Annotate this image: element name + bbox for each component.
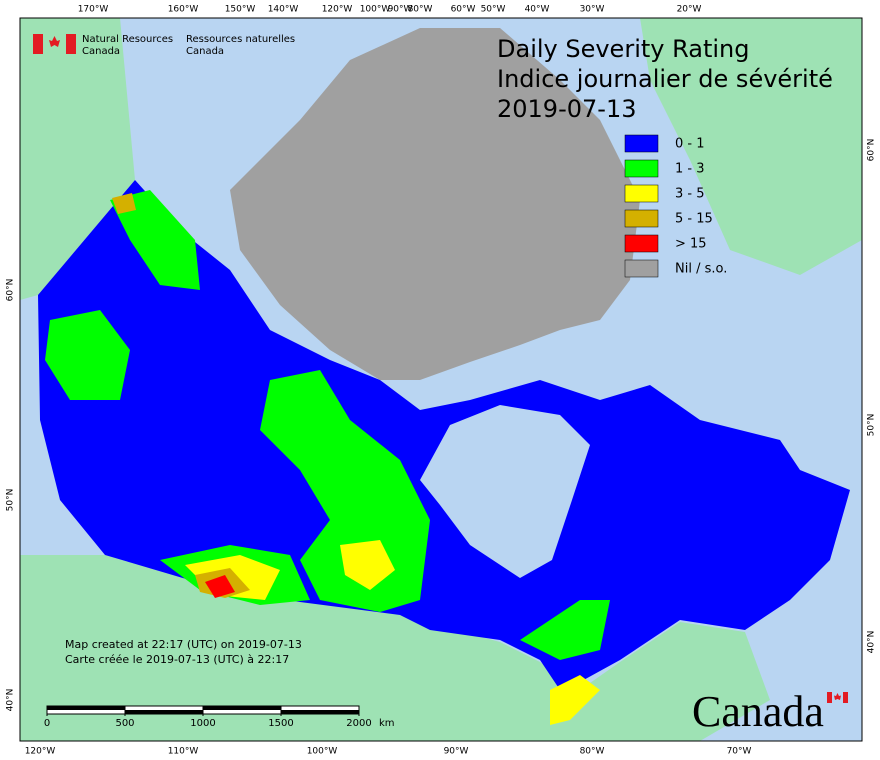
legend-label: 5 - 15	[675, 212, 713, 227]
longitude-label: 30°W	[580, 5, 605, 15]
fire-zone	[45, 310, 130, 400]
latitude-label: 40°N	[6, 689, 16, 712]
agency-fr: Ressources naturelles	[186, 34, 295, 45]
scale-label: 2000	[346, 718, 371, 729]
legend-swatch	[624, 234, 659, 253]
scale-segment	[281, 710, 359, 714]
latitude-label: 50°N	[867, 414, 877, 437]
map-date: 2019-07-13	[497, 95, 636, 123]
legend-label: Nil / s.o.	[675, 262, 727, 277]
longitude-label: 100°W	[360, 5, 391, 15]
legend-label: 3 - 5	[675, 187, 705, 202]
latitude-label: 50°N	[6, 489, 16, 512]
fire-zone	[340, 540, 395, 590]
agency-en: Canada	[82, 46, 120, 57]
longitude-label: 120°W	[322, 5, 353, 15]
fire-zone	[550, 675, 600, 725]
legend-label: > 15	[675, 237, 707, 252]
agency-en: Natural Resources	[82, 34, 173, 45]
map-frame	[19, 17, 863, 742]
scale-label: 1000	[190, 718, 215, 729]
legend-swatch	[624, 184, 659, 203]
legend-label: 0 - 1	[675, 137, 705, 152]
longitude-label: 100°W	[307, 747, 338, 757]
credit-en: Map created at 22:17 (UTC) on 2019-07-13	[65, 638, 302, 651]
legend-swatch	[624, 259, 659, 278]
flag-bar	[33, 34, 43, 54]
longitude-label: 50°W	[481, 5, 506, 15]
legend-swatch	[624, 209, 659, 228]
credit-fr: Carte créée le 2019-07-13 (UTC) à 22:17	[65, 653, 289, 666]
scale-segment	[125, 710, 203, 714]
agency-fr: Canada	[186, 46, 224, 57]
longitude-label: 80°W	[408, 5, 433, 15]
title-fr: Indice journalier de sévérité	[497, 65, 833, 93]
wordmark: Canada	[692, 687, 824, 736]
scale-label: 500	[115, 718, 134, 729]
scale-bar: 0 500 1000 1500 2000 km	[44, 705, 395, 729]
scale-segment	[203, 706, 281, 710]
greenland	[640, 18, 862, 275]
longitude-label: 160°W	[168, 5, 199, 15]
longitude-label: 150°W	[225, 5, 256, 15]
latitude-label: 40°N	[867, 631, 877, 654]
latitude-label: 60°N	[867, 139, 877, 162]
fire-zone	[110, 190, 200, 290]
scale-label: 1500	[268, 718, 293, 729]
maple-leaf	[49, 36, 60, 47]
fire-zone	[520, 600, 610, 660]
scale-unit: km	[379, 718, 395, 729]
flag-bar	[827, 692, 832, 703]
hudson-bay	[420, 405, 590, 578]
latitude-label: 60°N	[6, 279, 16, 302]
flag-bar	[843, 692, 848, 703]
graticule-labels: 170°W 160°W 150°W 140°W 120°W 100°W90°W80°W 60…	[6, 5, 877, 757]
map-body	[20, 18, 862, 741]
legend-label: 1 - 3	[675, 162, 705, 177]
maple-leaf	[834, 693, 841, 700]
longitude-label: 120°W	[25, 747, 56, 757]
legend-swatch	[624, 134, 659, 153]
longitude-label: 60°W	[451, 5, 476, 15]
longitude-label: 140°W	[268, 5, 299, 15]
longitude-label: 90°W	[444, 747, 469, 757]
flag-bar	[66, 34, 76, 54]
alaska	[20, 18, 135, 300]
longitude-label: 170°W	[78, 5, 109, 15]
fire-zone	[112, 193, 136, 214]
legend-swatch	[624, 159, 659, 178]
legend: 0 - 1 1 - 3 3 - 5 5 - 15 > 15 Nil / s.o.	[624, 134, 727, 278]
scale-label: 0	[44, 718, 50, 729]
title-en: Daily Severity Rating	[497, 35, 749, 63]
longitude-label: 20°W	[677, 5, 702, 15]
longitude-label: 80°W	[580, 747, 605, 757]
longitude-label: 90°W	[388, 5, 413, 15]
fire-zone	[205, 575, 235, 598]
longitude-label: 40°W	[525, 5, 550, 15]
longitude-label: 70°W	[727, 747, 752, 757]
arctic-islands	[230, 28, 640, 380]
fire-zone	[260, 370, 430, 612]
longitude-label: 110°W	[168, 747, 199, 757]
scale-segment	[47, 706, 125, 710]
canada-wordmark: Canada	[692, 687, 848, 736]
agency-signature: Natural Resources Canada Ressources natu…	[33, 34, 295, 57]
